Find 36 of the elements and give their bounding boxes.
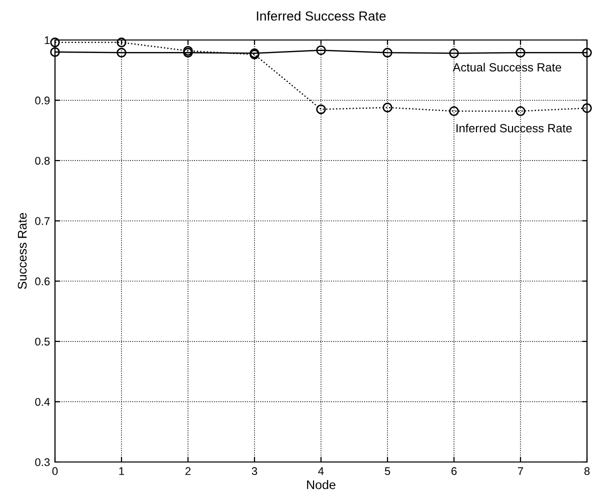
point (516, 48, 526, 58)
point (582, 48, 592, 58)
y-tick-label: 0.7 (35, 217, 50, 225)
point (449, 106, 459, 116)
series-label: Inferred Success Rate (456, 124, 572, 132)
point (316, 104, 326, 114)
y-tick-label: 0.8 (35, 156, 50, 165)
point (50, 38, 60, 48)
x-tick-label: 0 (52, 467, 58, 476)
y-tick-label: 0.5 (35, 338, 50, 346)
point (316, 45, 326, 56)
x-axis-title: Node (307, 480, 336, 490)
x-tick-label: 1 (119, 467, 124, 475)
x-tick-label: 7 (518, 467, 524, 475)
chart-title: Inferred Success Rate (256, 10, 386, 21)
y-tick-label: 1 (44, 36, 50, 44)
y-axis-title: Success Rate (18, 212, 27, 289)
point (516, 106, 526, 116)
y-tick-label: 0.9 (35, 96, 50, 104)
x-tick-label: 6 (451, 467, 457, 476)
x-tick-label: 3 (252, 467, 258, 476)
point (382, 102, 392, 112)
y-tick-label: 0.6 (35, 277, 50, 286)
point (116, 38, 126, 48)
point (116, 48, 126, 58)
x-tick-label: 2 (185, 467, 191, 475)
point (582, 103, 592, 113)
x-tick-label: 8 (584, 467, 590, 476)
point (50, 47, 60, 57)
y-tick-label: 0.3 (35, 458, 50, 466)
point (449, 48, 459, 58)
x-tick-label: 4 (318, 467, 324, 475)
x-tick-label: 5 (384, 467, 390, 476)
y-tick-label: 0.4 (35, 398, 50, 406)
point (382, 48, 392, 58)
series-label: Actual Success Rate (452, 62, 562, 72)
